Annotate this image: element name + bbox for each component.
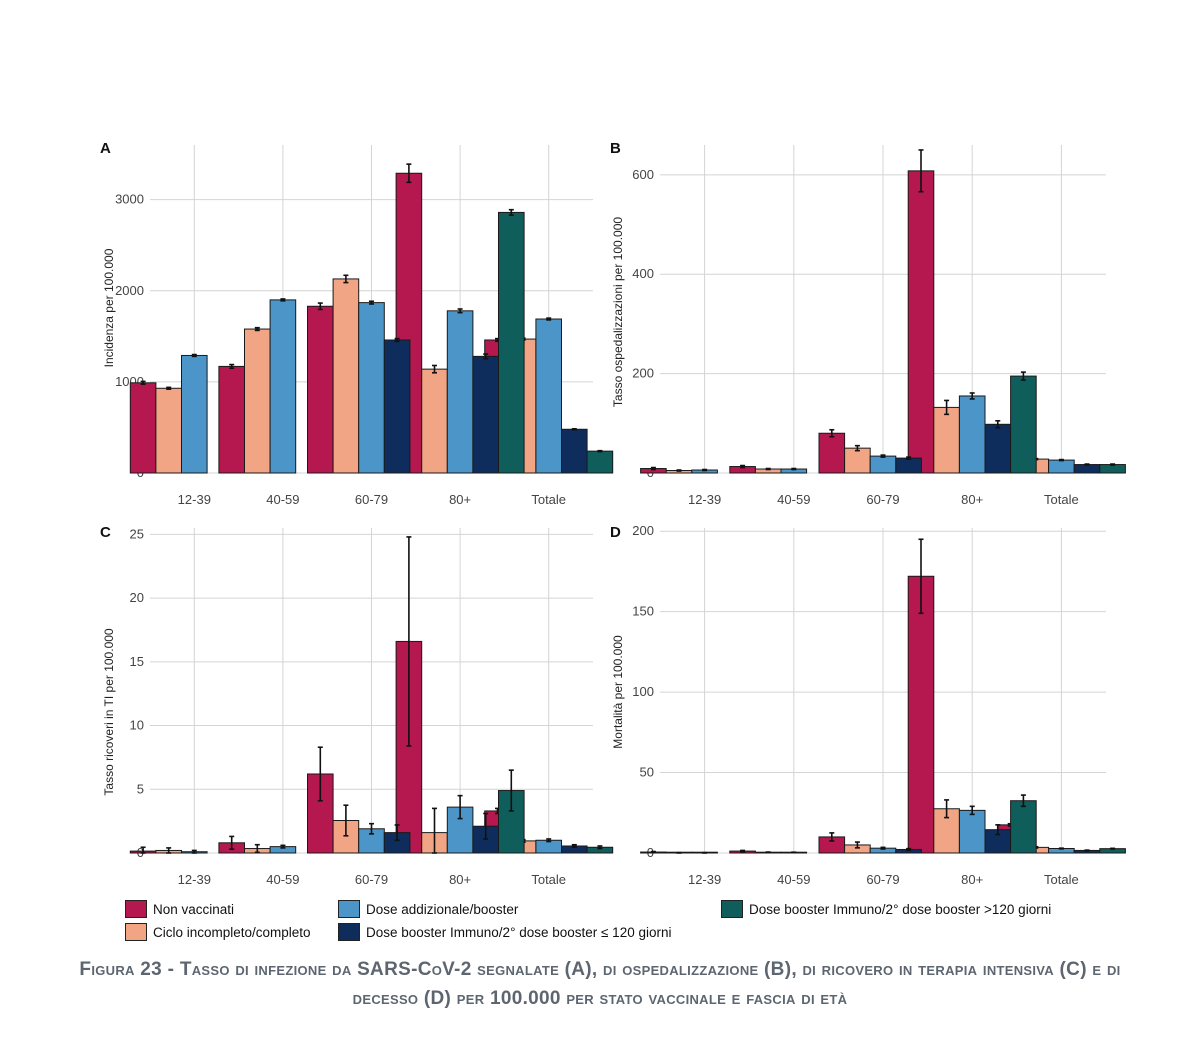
legend-item-booster-le120: Dose booster Immuno/2° dose booster ≤ 12… xyxy=(338,923,671,941)
x-tick-label: 60-79 xyxy=(355,492,388,507)
bar-b-3-2 xyxy=(958,395,986,474)
y-tick-label: 50 xyxy=(640,765,654,780)
x-tick-label: 12-39 xyxy=(688,872,721,887)
legend-swatch xyxy=(125,900,147,918)
x-tick-label: 12-39 xyxy=(178,492,211,507)
bar-c-3-2 xyxy=(446,806,474,854)
y-tick-label: 10 xyxy=(130,718,144,733)
bar-b-3-4 xyxy=(1010,375,1037,474)
legend-label: Dose booster Immuno/2° dose booster >120… xyxy=(749,901,1052,917)
panel-letter-b: B xyxy=(610,140,621,157)
y-tick-label: 15 xyxy=(130,654,144,669)
x-tick-label: 40-59 xyxy=(266,492,299,507)
x-tick-label: 12-39 xyxy=(178,872,211,887)
y-tick-label: 200 xyxy=(632,523,654,538)
bar-a-2-1 xyxy=(332,278,360,474)
bar-a-1-1 xyxy=(244,328,271,474)
x-tick-label: Totale xyxy=(1044,492,1079,507)
x-tick-label: 40-59 xyxy=(266,872,299,887)
figure-caption: Figura 23 - Tasso di infezione da SARS-C… xyxy=(79,959,1121,1009)
legend-swatch xyxy=(125,923,147,941)
bar-b-3-1 xyxy=(933,406,960,474)
bar-a-1-0 xyxy=(218,365,245,474)
x-tick-label: 80+ xyxy=(449,872,471,887)
legend-swatch xyxy=(338,923,360,941)
bar-a-0-1 xyxy=(155,387,182,474)
x-tick-label: 80+ xyxy=(449,492,471,507)
bar-d-3-0 xyxy=(907,575,935,854)
x-tick-label: 80+ xyxy=(961,872,983,887)
legend: Non vaccinati Ciclo incompleto/completo … xyxy=(125,900,1125,945)
bar-b-2-2 xyxy=(869,455,897,474)
legend-label: Non vaccinati xyxy=(153,901,235,917)
y-axis-label-c: Tasso ricoveri in TI per 100.000 xyxy=(102,628,116,796)
bar-b-3-3 xyxy=(984,423,1012,474)
bar-b-3-0 xyxy=(907,170,935,474)
legend-label: Dose booster Immuno/2° dose booster ≤ 12… xyxy=(366,924,672,940)
bar-a-4-3 xyxy=(561,428,588,474)
y-axis-label-d: Mortalità per 100.000 xyxy=(611,635,625,749)
x-tick-label: 40-59 xyxy=(777,492,810,507)
bar-a-3-2 xyxy=(446,310,474,474)
x-tick-label: 12-39 xyxy=(688,492,721,507)
bar-a-2-0 xyxy=(307,305,334,474)
x-tick-label: Totale xyxy=(1044,872,1079,887)
x-tick-label: 60-79 xyxy=(355,872,388,887)
y-tick-label: 2000 xyxy=(115,283,144,298)
x-tick-label: 60-79 xyxy=(866,872,899,887)
y-tick-label: 100 xyxy=(632,684,654,699)
bar-a-3-4 xyxy=(498,211,525,474)
bar-d-3-2 xyxy=(958,809,986,854)
bar-b-2-0 xyxy=(818,432,846,474)
panel-letter-c: C xyxy=(100,524,111,541)
x-tick-label: 60-79 xyxy=(866,492,899,507)
y-tick-label: 200 xyxy=(632,366,654,381)
legend-swatch xyxy=(338,900,360,918)
y-tick-label: 20 xyxy=(130,590,144,605)
y-tick-label: 3000 xyxy=(115,192,144,207)
bar-a-4-4 xyxy=(586,450,614,474)
bar-a-0-0 xyxy=(129,382,157,474)
x-tick-label: Totale xyxy=(531,492,566,507)
y-tick-label: 600 xyxy=(632,167,654,182)
x-tick-label: 80+ xyxy=(961,492,983,507)
x-tick-label: Totale xyxy=(531,872,566,887)
bar-a-0-2 xyxy=(181,354,208,474)
y-tick-label: 150 xyxy=(632,604,654,619)
legend-item-ciclo: Ciclo incompleto/completo xyxy=(125,923,311,941)
bar-c-3-0 xyxy=(395,640,423,854)
bar-d-3-4 xyxy=(1010,800,1037,854)
bar-b-4-2 xyxy=(1048,459,1075,474)
y-tick-label: 400 xyxy=(632,266,654,281)
legend-swatch xyxy=(721,900,743,918)
bar-a-3-1 xyxy=(421,368,448,474)
panel-letter-a: A xyxy=(100,140,111,157)
panel-letter-d: D xyxy=(610,524,621,541)
legend-item-non-vaccinati: Non vaccinati xyxy=(125,900,234,918)
bar-a-2-3 xyxy=(383,339,411,474)
x-tick-label: 40-59 xyxy=(777,872,810,887)
bar-b-2-1 xyxy=(844,447,871,474)
bar-a-3-3 xyxy=(472,355,499,474)
bar-a-2-2 xyxy=(358,302,385,474)
bar-a-4-2 xyxy=(535,318,563,474)
legend-label: Dose addizionale/booster xyxy=(366,901,519,917)
bar-a-1-2 xyxy=(269,299,297,474)
legend-label: Ciclo incompleto/completo xyxy=(153,924,311,940)
bar-b-2-3 xyxy=(895,457,922,474)
y-axis-label-a: Incidenza per 100.000 xyxy=(102,248,116,367)
legend-item-booster-gt120: Dose booster Immuno/2° dose booster >120… xyxy=(721,900,1051,918)
y-tick-label: 25 xyxy=(130,526,144,541)
legend-item-dose-addizionale: Dose addizionale/booster xyxy=(338,900,518,918)
y-tick-label: 5 xyxy=(137,781,144,796)
y-axis-label-b: Tasso ospedalizzazioni per 100.000 xyxy=(611,217,625,407)
